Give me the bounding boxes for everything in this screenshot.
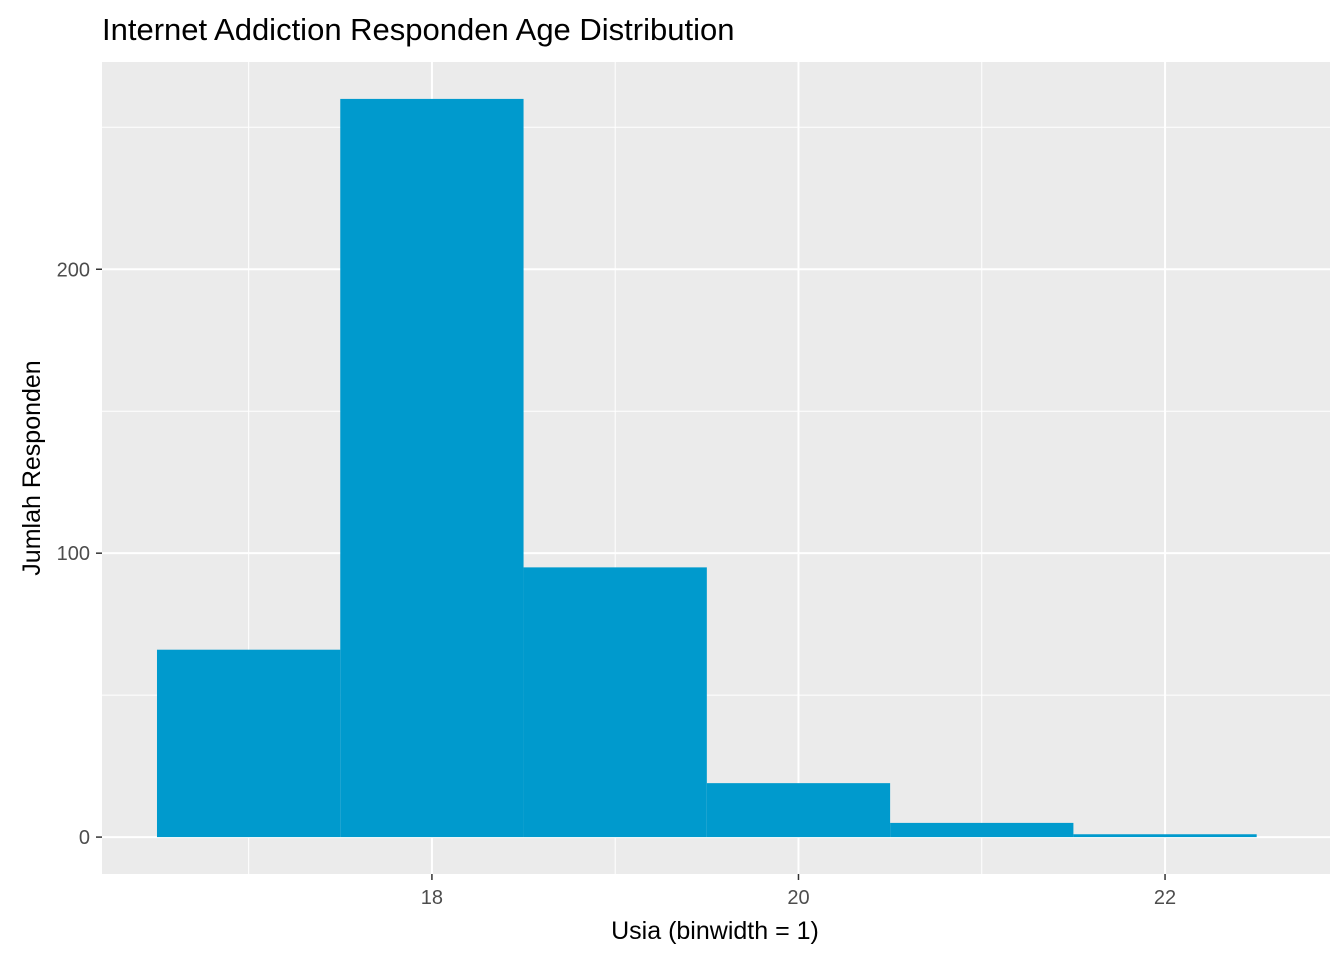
chart-title: Internet Addiction Responden Age Distrib…: [102, 12, 734, 47]
x-tick-label: 18: [421, 887, 443, 909]
y-tick-label: 200: [57, 259, 90, 281]
x-tick-label: 22: [1154, 887, 1176, 909]
histogram-bar: [523, 567, 707, 838]
histogram-bar: [706, 783, 891, 838]
histogram-bar: [340, 98, 524, 838]
axes: 0 100 200 18 20 22: [57, 259, 1177, 909]
y-tick-label: 0: [79, 827, 90, 849]
y-tick-label: 100: [57, 543, 90, 565]
histogram-bar: [890, 822, 1074, 838]
histogram-bar: [1073, 834, 1257, 838]
x-tick-label: 20: [787, 887, 809, 909]
y-axis-title: Jumlah Responden: [18, 360, 46, 575]
x-axis-title: Usia (binwidth = 1): [611, 917, 819, 945]
histogram-bar: [156, 649, 341, 838]
histogram-bars: [156, 98, 1257, 838]
